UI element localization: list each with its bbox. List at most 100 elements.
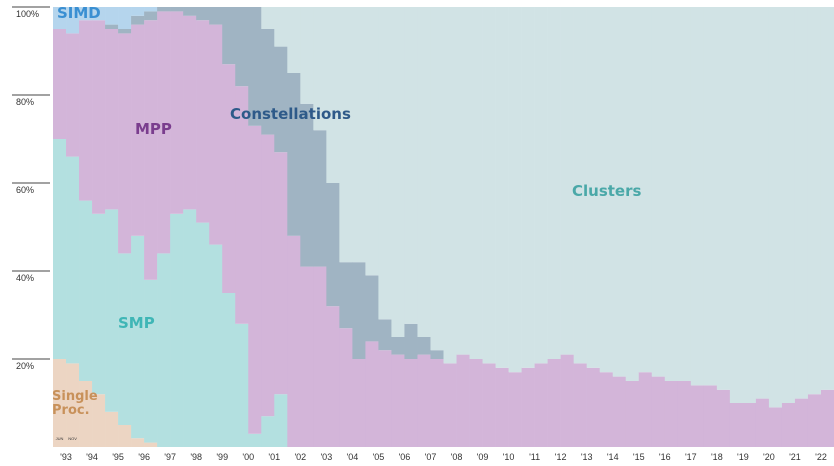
bar-segment bbox=[326, 306, 340, 447]
bar-segment bbox=[703, 7, 718, 386]
y-tick-label: 40% bbox=[16, 273, 34, 283]
bar-segment bbox=[326, 7, 340, 183]
bar-segment bbox=[430, 7, 444, 351]
bar-segment bbox=[157, 11, 171, 254]
bar-segment bbox=[118, 425, 132, 447]
bar-segment bbox=[716, 389, 731, 447]
bar-segment bbox=[183, 209, 197, 447]
bar-segment bbox=[456, 7, 470, 355]
bar-segment bbox=[79, 381, 93, 447]
bar-segment bbox=[339, 7, 353, 263]
bar-segment bbox=[300, 266, 314, 447]
x-tick-label: '15 bbox=[633, 452, 645, 462]
bar-segment bbox=[313, 7, 327, 131]
bar-segment bbox=[118, 7, 132, 29]
bar-segment bbox=[287, 7, 301, 73]
bar-segment bbox=[417, 337, 431, 355]
bar-segment bbox=[313, 130, 327, 267]
bar-segment bbox=[235, 7, 249, 87]
x-tick-label: '94 bbox=[86, 452, 98, 462]
bar-segment bbox=[105, 7, 119, 25]
x-tick-label: '17 bbox=[685, 452, 697, 462]
bar-segment bbox=[508, 7, 522, 373]
bar-segment bbox=[365, 275, 379, 342]
x-tick-label: '14 bbox=[607, 452, 619, 462]
x-tick-label: '93 bbox=[60, 452, 72, 462]
bar-segment bbox=[560, 7, 574, 355]
bar-segment bbox=[586, 367, 600, 447]
period-label: NOV bbox=[68, 436, 77, 441]
bar-segment bbox=[287, 235, 301, 447]
bar-segment bbox=[677, 7, 692, 381]
bar-segment bbox=[443, 7, 457, 364]
bar-segment bbox=[534, 363, 548, 447]
bar-segment bbox=[131, 15, 145, 25]
bar-segment bbox=[92, 7, 106, 21]
bar-segment bbox=[131, 7, 145, 16]
bar-segment bbox=[781, 7, 796, 403]
bar-segment bbox=[248, 125, 262, 434]
x-tick-label: '05 bbox=[373, 452, 385, 462]
bar-segment bbox=[235, 323, 249, 447]
bar-segment bbox=[300, 7, 314, 104]
bar-segment bbox=[807, 394, 822, 447]
bar-segment bbox=[196, 222, 210, 447]
bar-segment bbox=[404, 359, 418, 447]
series-label: Constellations bbox=[230, 105, 351, 123]
bar-segment bbox=[430, 359, 444, 447]
bar-segment bbox=[573, 7, 587, 364]
bar-segment bbox=[118, 29, 132, 34]
bar-segment bbox=[157, 253, 171, 447]
bar-segment bbox=[209, 244, 223, 447]
bar-segment bbox=[521, 7, 535, 368]
bar-segment bbox=[378, 7, 392, 320]
series-label: Clusters bbox=[572, 182, 642, 200]
bar-segment bbox=[183, 7, 197, 16]
bar-segment bbox=[287, 73, 301, 236]
bar-segment bbox=[729, 403, 744, 447]
bar-segment bbox=[547, 359, 561, 447]
bar-segment bbox=[144, 279, 158, 443]
bar-segment bbox=[456, 354, 470, 447]
bar-segment bbox=[690, 7, 705, 386]
bar-segment bbox=[118, 33, 132, 254]
x-tick-label: '07 bbox=[425, 452, 437, 462]
bar-segment bbox=[404, 323, 418, 359]
bar-segment bbox=[300, 103, 314, 267]
x-tick-label: '10 bbox=[503, 452, 515, 462]
period-label: JUN bbox=[56, 436, 64, 441]
series-label: MPP bbox=[135, 120, 172, 138]
bar-segment bbox=[820, 389, 834, 447]
bar-segment bbox=[469, 359, 483, 447]
bar-segment bbox=[521, 367, 535, 447]
bar-segment bbox=[79, 7, 93, 21]
x-tick-label: '08 bbox=[451, 452, 463, 462]
bar-segment bbox=[53, 29, 67, 139]
bar-segment bbox=[105, 209, 119, 412]
bar-segment bbox=[586, 7, 600, 368]
bar-segment bbox=[157, 7, 171, 12]
bar-segment bbox=[677, 381, 692, 447]
bar-segment bbox=[209, 7, 223, 25]
bar-segment bbox=[144, 442, 158, 447]
bar-segment bbox=[222, 7, 236, 65]
bar-segment bbox=[560, 354, 574, 447]
bar-segment bbox=[391, 337, 405, 355]
bar-segment bbox=[131, 235, 145, 439]
bar-segment bbox=[261, 29, 275, 135]
bar-segment bbox=[573, 363, 587, 447]
bar-segment bbox=[768, 7, 783, 408]
bar-segment bbox=[755, 7, 770, 399]
bar-segment bbox=[391, 7, 405, 337]
bar-segment bbox=[716, 7, 731, 390]
bar-segment bbox=[248, 433, 262, 447]
bar-segment bbox=[274, 394, 288, 447]
bar-segment bbox=[807, 7, 822, 395]
bar-segment bbox=[495, 7, 509, 368]
bar-segment bbox=[417, 7, 431, 337]
bar-segment bbox=[209, 24, 223, 245]
bar-segment bbox=[495, 367, 509, 447]
bar-segment bbox=[365, 341, 379, 447]
bar-segment bbox=[625, 381, 640, 447]
